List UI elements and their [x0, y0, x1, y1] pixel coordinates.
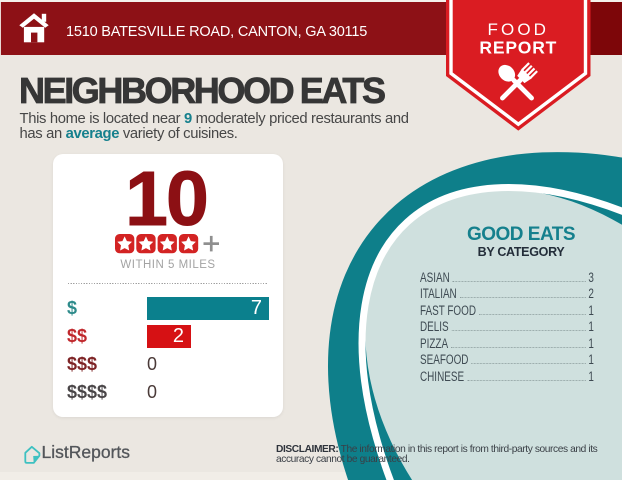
svg-text:REPORT: REPORT — [479, 38, 557, 58]
svg-text:FOOD: FOOD — [488, 20, 550, 39]
